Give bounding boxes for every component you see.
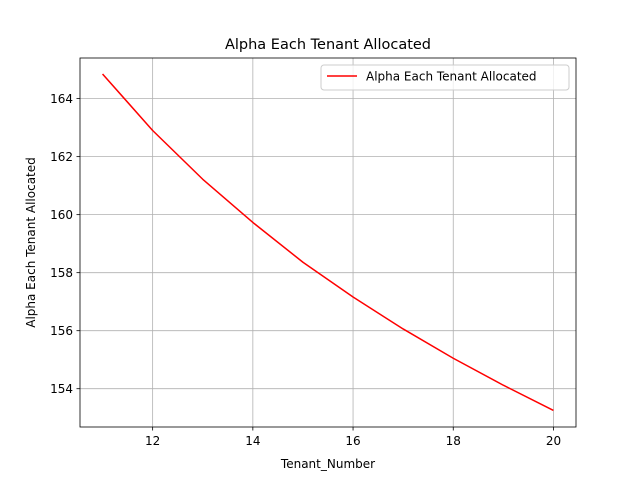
x-tick-label: 16 xyxy=(345,434,360,448)
y-tick-label: 160 xyxy=(50,208,73,222)
legend: Alpha Each Tenant Allocated xyxy=(320,64,570,91)
y-axis-label: Alpha Each Tenant Allocated xyxy=(24,157,38,328)
x-axis-label: Tenant_Number xyxy=(280,457,375,471)
y-tick-label: 162 xyxy=(50,150,73,164)
y-tick-label: 154 xyxy=(50,382,73,396)
legend-label: Alpha Each Tenant Allocated xyxy=(366,70,537,84)
y-tick-label: 158 xyxy=(50,266,73,280)
x-tick-label: 20 xyxy=(546,434,561,448)
x-tick-label: 12 xyxy=(145,434,160,448)
grid xyxy=(80,58,576,427)
y-tick-label: 164 xyxy=(50,92,73,106)
series-line xyxy=(101,73,554,412)
plot-area-frame xyxy=(79,57,577,428)
x-tick-label: 18 xyxy=(446,434,461,448)
series-layer xyxy=(101,73,554,412)
axis-ticks: 12 14 16 18 20 154 156 158 160 162 164 xyxy=(50,92,561,448)
chart-title: Alpha Each Tenant Allocated xyxy=(225,37,431,53)
y-tick-label: 156 xyxy=(50,324,73,338)
legend-box xyxy=(320,64,570,91)
x-tick-label: 14 xyxy=(245,434,260,448)
